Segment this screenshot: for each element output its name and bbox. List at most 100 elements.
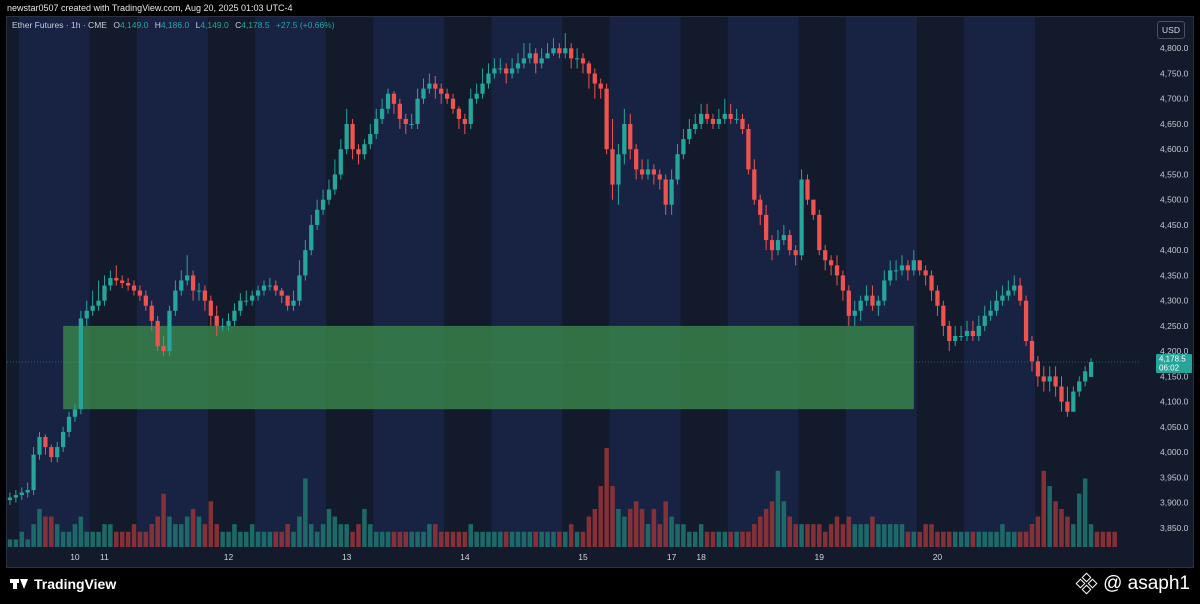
candle-body (764, 214, 769, 241)
volume-bar (580, 531, 586, 547)
candle-body (315, 209, 320, 225)
candle-body (846, 290, 851, 316)
candle-body (303, 250, 308, 276)
candle-body (645, 169, 651, 175)
volume-bar (1047, 486, 1052, 547)
volume-bar (769, 501, 775, 547)
volume-bar (49, 516, 54, 547)
candle-body (911, 260, 916, 271)
candle-body (852, 310, 857, 316)
volume-bar (846, 516, 852, 547)
candle-body (947, 325, 952, 342)
x-tick-label: 14 (460, 552, 470, 562)
volume-bar (462, 531, 468, 547)
candle-body (917, 260, 922, 271)
candle-body (781, 235, 786, 241)
volume-bar (947, 531, 952, 547)
volume-bar (486, 531, 491, 547)
volume-bar (350, 531, 355, 547)
volume-bar (108, 524, 113, 547)
volume-bar (681, 524, 686, 547)
volume-bar (781, 501, 787, 547)
volume-bar (628, 508, 633, 547)
candle-body (628, 123, 633, 150)
volume-bar (551, 531, 556, 547)
candle-body (551, 48, 556, 54)
candle-body (114, 277, 119, 281)
y-tick-label: 4,200.0 (1160, 346, 1189, 356)
volume-bar (119, 531, 125, 547)
tradingview-logo[interactable]: TradingView (10, 576, 116, 592)
volume-bar (1100, 531, 1106, 547)
candle-body (604, 88, 609, 150)
y-tick-label: 4,100.0 (1160, 397, 1189, 407)
volume-bar (450, 531, 456, 547)
symbol-legend[interactable]: Ether Futures · 1h · CME O4,149.0 H4,186… (12, 20, 335, 30)
candle-body (504, 68, 509, 74)
volume-bar (303, 478, 308, 547)
volume-bar (255, 531, 261, 547)
volume-bar (651, 508, 657, 547)
volume-bar (645, 524, 651, 547)
candle-body (238, 300, 243, 311)
candle-body (840, 275, 846, 291)
candle-body (285, 295, 290, 306)
candle-body (255, 290, 261, 296)
volume-bar (539, 531, 544, 547)
volume-bar (427, 524, 432, 547)
change-value: +27.5 (+0.66%) (275, 20, 335, 30)
candle-body (964, 330, 970, 337)
volume-bar (722, 531, 728, 547)
candle-body (356, 149, 361, 155)
candle-body (173, 290, 178, 311)
candle-body (202, 290, 208, 301)
candle-body (161, 346, 166, 352)
candle-body (433, 83, 438, 89)
candle-body (870, 295, 875, 306)
x-tick-label: 17 (667, 552, 677, 562)
volume-bar (409, 531, 414, 547)
candle-body (710, 118, 716, 124)
candle-body (90, 305, 95, 311)
tradingview-brand: TradingView (34, 576, 117, 592)
currency-button[interactable]: USD (1157, 21, 1185, 39)
session-band (18, 17, 90, 547)
volume-bar (326, 508, 332, 547)
volume-bar (492, 531, 497, 547)
volume-bar (314, 531, 320, 547)
volume-bar (37, 508, 42, 547)
volume-bar (876, 524, 881, 547)
volume-bar (13, 539, 19, 547)
volume-bar (249, 524, 255, 547)
candle-body (13, 495, 18, 498)
x-tick-label: 15 (578, 552, 588, 562)
y-tick-label: 4,600.0 (1160, 144, 1189, 154)
candle-body (120, 280, 125, 283)
volume-bar (66, 531, 72, 547)
volume-bar (563, 531, 568, 547)
candle-body (397, 103, 402, 119)
candle-body (953, 336, 958, 342)
candle-body (976, 325, 981, 337)
volume-bar (403, 531, 409, 547)
volume-bar (734, 531, 739, 547)
volume-bar (793, 524, 798, 547)
candle-body (675, 154, 680, 180)
x-tick-label: 19 (815, 552, 825, 562)
binance-icon (1075, 572, 1098, 595)
volume-bar (1029, 524, 1035, 547)
candle-body (888, 270, 893, 281)
candle-body (988, 310, 993, 316)
candle-body (563, 48, 568, 54)
candle-body (793, 250, 798, 256)
volume-bar (114, 531, 119, 547)
candle-body (811, 199, 816, 215)
candle-body (1047, 376, 1052, 382)
volume-bar (202, 524, 208, 547)
volume-bar (238, 531, 243, 547)
volume-bar (267, 531, 273, 547)
volume-bar (905, 531, 911, 547)
candle-body (167, 310, 172, 352)
candle-body (598, 83, 603, 89)
